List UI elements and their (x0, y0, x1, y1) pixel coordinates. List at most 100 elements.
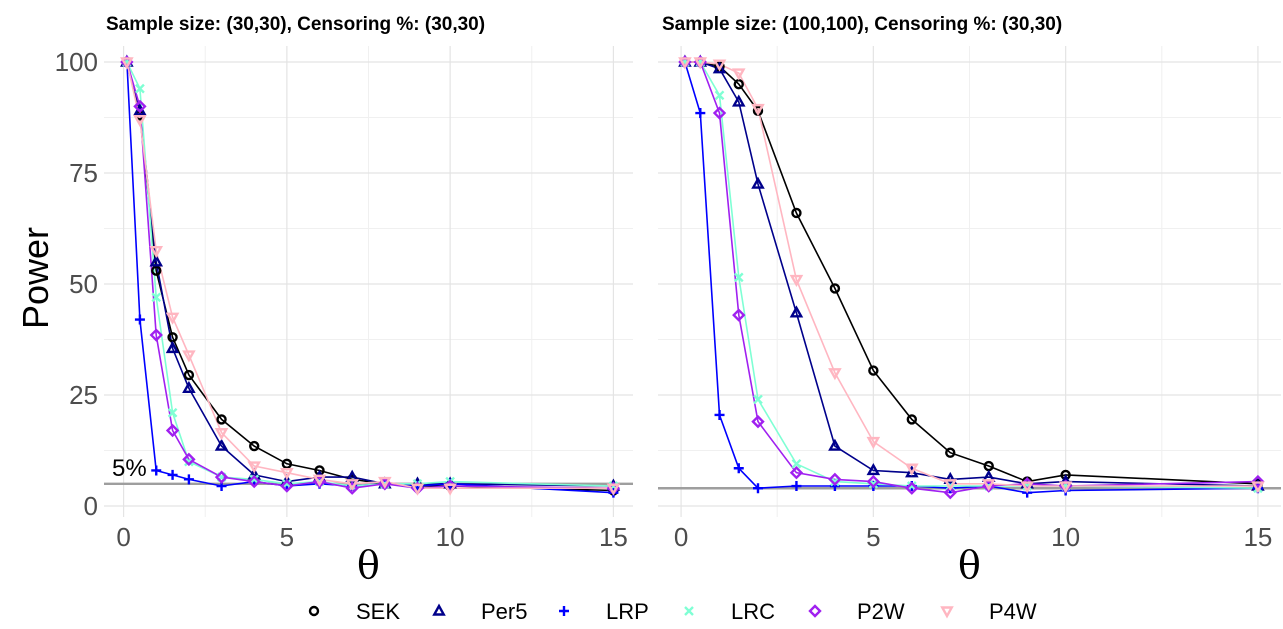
x-axis-label: θ (357, 543, 380, 587)
series-markers-p2w (120, 55, 621, 495)
legend-item-lrp: LRP (559, 599, 649, 624)
x-tick-label: 10 (1051, 522, 1080, 552)
data-point (714, 409, 725, 420)
data-point (133, 115, 147, 128)
legend-marker-icon (940, 606, 954, 619)
data-point (943, 479, 958, 492)
data-point (606, 483, 621, 496)
left-panel: 5% 0 5 10 15 0 25 50 75 100 Sample size: (30,30), … (55, 14, 633, 587)
panel-title: Sample size: (30,30), Censoring %: (30,3… (106, 14, 485, 35)
series-markers-lrp (679, 57, 1263, 498)
series-markers-p2w (678, 55, 1265, 500)
data-point (167, 407, 178, 418)
data-point (678, 57, 692, 70)
data-point (134, 314, 145, 325)
legend-label: LRP (606, 599, 649, 624)
data-point (828, 472, 842, 487)
series-markers-lrc (122, 57, 619, 491)
y-tick-label: 100 (55, 47, 98, 77)
legend: SEK Per5 LRP LRC P2W P4W (308, 599, 1037, 624)
data-point (281, 458, 293, 470)
data-point (732, 308, 746, 322)
x-tick-label: 0 (116, 522, 130, 552)
series-markers-p4w (120, 57, 621, 496)
legend-marker-icon (432, 603, 446, 616)
series-line-p2w (126, 61, 614, 490)
data-point (312, 474, 327, 487)
right-panel: 0 5 10 15 Sample size: (100,100), Censoring … (658, 14, 1281, 587)
data-point (712, 61, 727, 74)
data-point (280, 468, 294, 481)
series-line-lrc (684, 61, 1258, 489)
legend-marker-icon (684, 606, 694, 616)
series-line-lrc (126, 61, 614, 487)
data-point (149, 254, 164, 267)
data-point (866, 436, 881, 450)
data-point (751, 103, 765, 117)
series-markers-sek (121, 56, 619, 496)
series-line-sek (126, 61, 614, 492)
data-point (378, 476, 392, 490)
y-axis-label: Power (15, 227, 56, 329)
data-point (906, 481, 917, 491)
legend-item-p2w: P2W (808, 599, 905, 624)
data-point (1020, 481, 1034, 494)
legend-item-lrc: LRC (684, 599, 775, 624)
series-markers-lrp (121, 57, 619, 498)
data-point (943, 485, 957, 500)
data-point (828, 368, 842, 381)
legend-marker-icon (308, 605, 320, 617)
data-point (249, 474, 260, 485)
data-point (731, 68, 746, 81)
data-point (943, 471, 958, 485)
legend-label: P4W (989, 599, 1037, 624)
data-point (165, 312, 180, 325)
series-line-lrp (126, 61, 614, 494)
series-line-per5 (126, 61, 614, 487)
series-markers-sek (679, 56, 1264, 489)
legend-label: LRC (731, 599, 775, 624)
x-tick-label: 15 (599, 522, 628, 552)
data-point (247, 461, 262, 474)
data-point (829, 283, 841, 294)
gridlines (104, 46, 633, 517)
legend-label: Per5 (481, 599, 527, 624)
panel-title: Sample size: (100,100), Censoring %: (30… (662, 14, 1062, 35)
data-point (183, 474, 194, 485)
data-point (280, 479, 294, 493)
data-point (135, 83, 145, 94)
data-point (183, 369, 195, 381)
x-tick-label: 5 (866, 522, 880, 552)
data-point (165, 423, 180, 438)
legend-marker-icon (808, 604, 822, 618)
legend-marker-icon (559, 606, 569, 616)
data-point (733, 272, 744, 283)
x-axis-label: θ (958, 543, 981, 587)
data-point (791, 481, 802, 492)
data-point (789, 305, 804, 318)
data-point (216, 414, 227, 425)
data-point (1251, 481, 1265, 494)
data-point (714, 90, 725, 101)
data-point (945, 447, 956, 458)
data-point (731, 94, 746, 107)
data-point (906, 414, 918, 425)
gridlines (658, 46, 1281, 517)
x-tick-label: 15 (1243, 522, 1272, 552)
data-point (214, 428, 229, 441)
series-markers-per5 (678, 54, 1265, 491)
series-line-per5 (684, 61, 1258, 487)
data-point (120, 57, 134, 70)
data-point (167, 469, 178, 480)
x-tick-label: 5 (280, 522, 294, 552)
data-point (866, 474, 881, 489)
x-tick-label: 10 (436, 522, 465, 552)
data-point (789, 466, 804, 480)
data-point (1058, 481, 1073, 494)
data-point (751, 414, 765, 429)
data-point (165, 340, 180, 354)
y-tick-label: 25 (69, 380, 98, 410)
series-markers-lrc (680, 57, 1263, 494)
data-point (981, 479, 996, 492)
data-point (184, 456, 194, 467)
